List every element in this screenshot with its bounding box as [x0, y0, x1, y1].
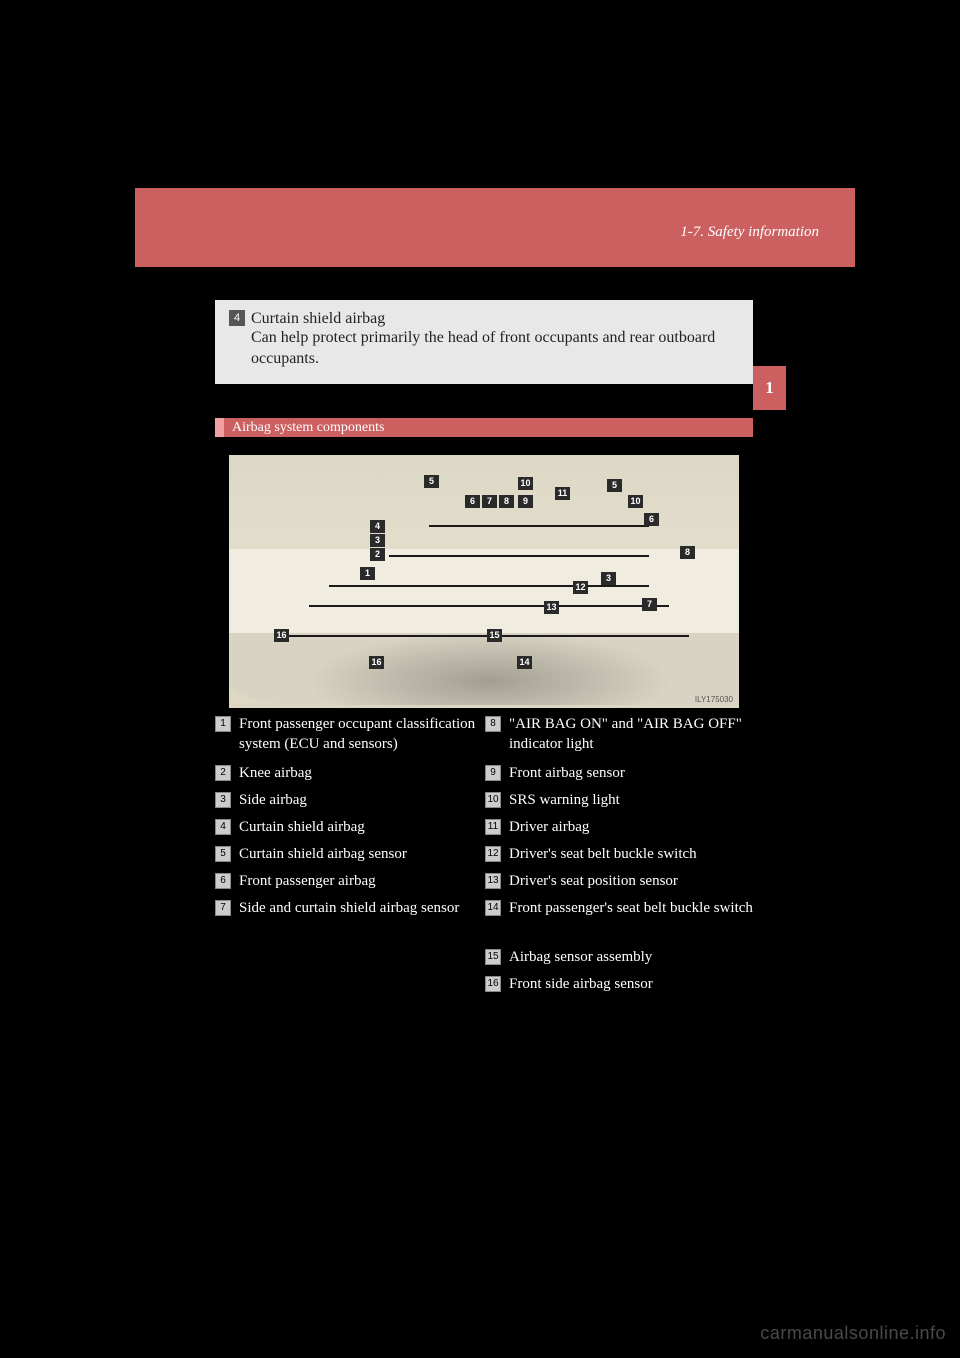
- component-label: Front passenger airbag: [239, 871, 376, 891]
- diagram-callout: 5: [607, 479, 622, 492]
- component-label: Side and curtain shield airbag sensor: [239, 898, 459, 918]
- component-label: Front side airbag sensor: [509, 974, 653, 994]
- component-item: 4 Curtain shield airbag: [215, 817, 485, 839]
- diagram-callout: 10: [628, 495, 643, 508]
- diagram-callout: 16: [369, 656, 384, 669]
- component-label: Driver's seat position sensor: [509, 871, 678, 891]
- component-number-badge: 9: [485, 765, 501, 781]
- component-item: 11 Driver airbag: [485, 817, 755, 839]
- component-label: Curtain shield airbag: [239, 817, 365, 837]
- diagram-wire: [309, 605, 669, 607]
- info-box-title-line: 4 Curtain shield airbag: [229, 310, 739, 328]
- section-heading-bar: Airbag system components: [215, 418, 753, 437]
- component-label: Driver airbag: [509, 817, 589, 837]
- component-number-badge: 14: [485, 900, 501, 916]
- component-item: 10 SRS warning light: [485, 790, 755, 812]
- component-item: 9 Front airbag sensor: [485, 763, 755, 785]
- component-number-badge: 8: [485, 716, 501, 732]
- diagram-wire: [429, 525, 649, 527]
- component-label: Side airbag: [239, 790, 307, 810]
- info-box: 4 Curtain shield airbag Can help protect …: [215, 300, 753, 384]
- diagram-code: ILY175030: [695, 695, 733, 704]
- component-number-badge: 4: [215, 819, 231, 835]
- component-label: SRS warning light: [509, 790, 620, 810]
- diagram-wire: [389, 555, 649, 557]
- component-list: 1 Front passenger occupant classification…: [215, 714, 755, 1001]
- header-section-label: 1-7. Safety information: [680, 224, 819, 241]
- diagram-callout: 13: [544, 601, 559, 614]
- component-number-badge: 7: [215, 900, 231, 916]
- diagram-callout: 6: [465, 495, 480, 508]
- diagram-callout: 6: [644, 513, 659, 526]
- chapter-tab: 1: [753, 366, 786, 410]
- header-band: 1-7. Safety information: [135, 188, 855, 267]
- diagram-callout: 10: [518, 477, 533, 490]
- component-item: 5 Curtain shield airbag sensor: [215, 844, 485, 866]
- diagram-callout: 12: [573, 581, 588, 594]
- diagram-callout: 7: [642, 598, 657, 611]
- diagram-callout: 3: [370, 534, 385, 547]
- component-item: 14 Front passenger's seat belt buckle swi…: [485, 898, 755, 942]
- info-box-number-badge: 4: [229, 310, 245, 326]
- component-number-badge: 12: [485, 846, 501, 862]
- component-number-badge: 1: [215, 716, 231, 732]
- component-item: 6 Front passenger airbag: [215, 871, 485, 893]
- component-number-badge: 2: [215, 765, 231, 781]
- airbag-system-diagram: ILY175030 123456789101151063871213141516…: [229, 455, 739, 708]
- info-box-body: Can help protect primarily the head of f…: [251, 328, 739, 370]
- component-number-badge: 3: [215, 792, 231, 808]
- component-label: Airbag sensor assembly: [509, 947, 652, 967]
- diagram-wire: [329, 585, 649, 587]
- diagram-callout: 11: [555, 487, 570, 500]
- component-label: Front passenger occupant classification …: [239, 714, 485, 755]
- component-number-badge: 11: [485, 819, 501, 835]
- diagram-callout: 1: [360, 567, 375, 580]
- component-item: 2 Knee airbag: [215, 763, 485, 785]
- component-label: Front airbag sensor: [509, 763, 625, 783]
- component-number-badge: 6: [215, 873, 231, 889]
- component-number-badge: 13: [485, 873, 501, 889]
- info-box-title: Curtain shield airbag: [251, 310, 385, 327]
- component-item: 16 Front side airbag sensor: [485, 974, 755, 996]
- component-list-left-column: 1 Front passenger occupant classification…: [215, 714, 485, 1001]
- component-label: "AIR BAG ON" and "AIR BAG OFF" indicator…: [509, 714, 755, 755]
- component-item: 8 "AIR BAG ON" and "AIR BAG OFF" indicato…: [485, 714, 755, 758]
- diagram-callout: 7: [482, 495, 497, 508]
- component-number-badge: 10: [485, 792, 501, 808]
- section-heading-text: Airbag system components: [232, 420, 384, 435]
- component-item: 15 Airbag sensor assembly: [485, 947, 755, 969]
- component-item: 12 Driver's seat belt buckle switch: [485, 844, 755, 866]
- component-item: 3 Side airbag: [215, 790, 485, 812]
- component-number-badge: 5: [215, 846, 231, 862]
- component-number-badge: 15: [485, 949, 501, 965]
- component-label: Knee airbag: [239, 763, 312, 783]
- diagram-callout: 5: [424, 475, 439, 488]
- component-list-right-column: 8 "AIR BAG ON" and "AIR BAG OFF" indicato…: [485, 714, 755, 1001]
- component-number-badge: 16: [485, 976, 501, 992]
- diagram-callout: 8: [680, 546, 695, 559]
- component-item: 7 Side and curtain shield airbag sensor: [215, 898, 485, 920]
- diagram-callout: 9: [518, 495, 533, 508]
- diagram-callout: 16: [274, 629, 289, 642]
- diagram-callout: 15: [487, 629, 502, 642]
- diagram-callout: 3: [601, 572, 616, 585]
- diagram-callout: 14: [517, 656, 532, 669]
- component-label: Curtain shield airbag sensor: [239, 844, 407, 864]
- component-label: Front passenger's seat belt buckle switc…: [509, 898, 753, 918]
- diagram-callout: 8: [499, 495, 514, 508]
- diagram-callout: 4: [370, 520, 385, 533]
- component-label: Driver's seat belt buckle switch: [509, 844, 697, 864]
- component-item: 13 Driver's seat position sensor: [485, 871, 755, 893]
- diagram-callout: 2: [370, 548, 385, 561]
- watermark: carmanualsonline.info: [760, 1323, 946, 1344]
- component-item: 1 Front passenger occupant classification…: [215, 714, 485, 758]
